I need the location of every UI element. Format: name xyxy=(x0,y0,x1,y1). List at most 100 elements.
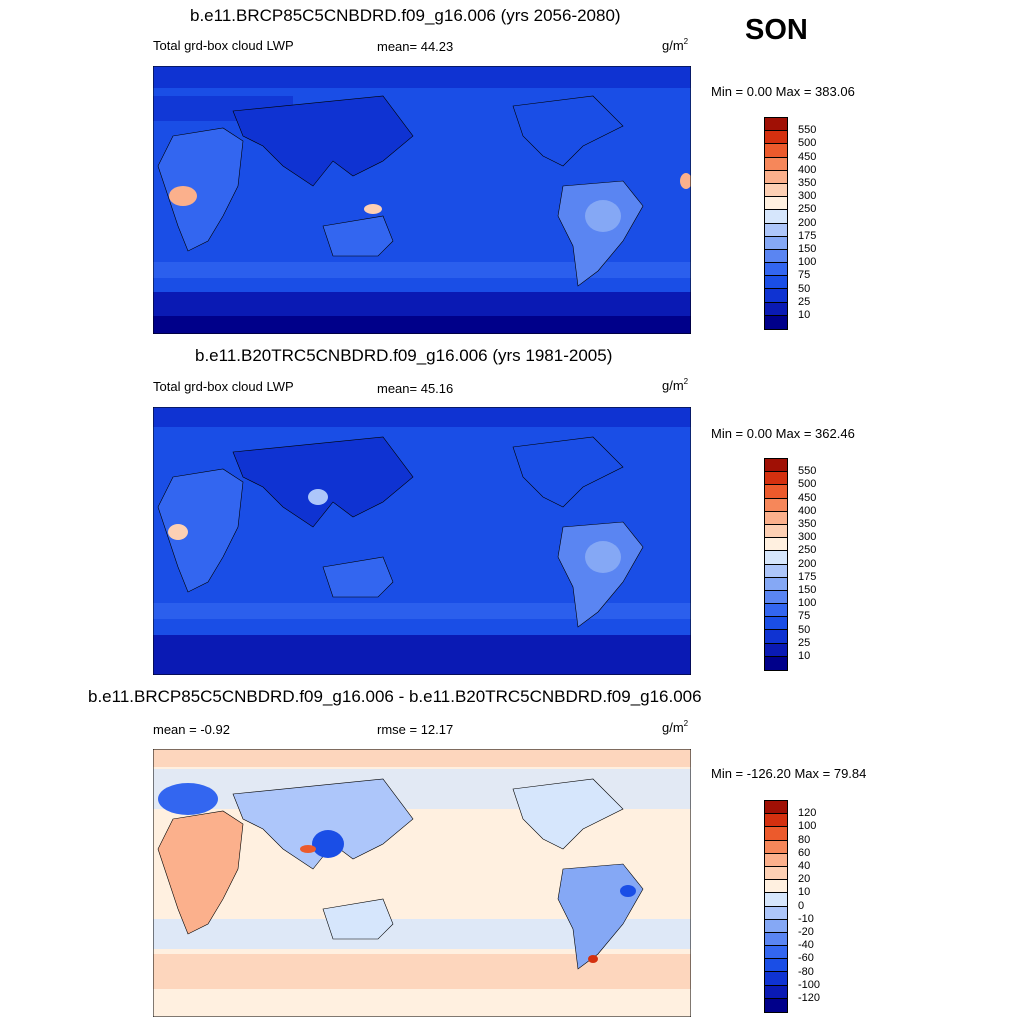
panel-3-map xyxy=(153,749,691,1017)
legend-swatch xyxy=(765,472,787,486)
panel-2-variable-label: Total grd-box cloud LWP xyxy=(153,379,294,394)
panel-3-minmax: Min = -126.20 Max = 79.84 xyxy=(711,766,867,781)
legend-level-label: 75 xyxy=(798,610,811,623)
legend-swatch xyxy=(765,998,787,1012)
legend-level-label: 200 xyxy=(798,557,817,570)
panel-3-map-svg xyxy=(153,749,691,1017)
legend-swatch xyxy=(765,157,787,171)
legend-level-label: 0 xyxy=(798,899,805,912)
panel-1-map xyxy=(153,66,691,334)
legend-swatch xyxy=(765,932,787,947)
legend-level-label: -20 xyxy=(798,926,814,938)
legend-level-label: 400 xyxy=(798,163,817,176)
legend-swatch xyxy=(765,959,787,973)
legend-level-label: 40 xyxy=(798,860,811,872)
legend-level-label: 400 xyxy=(798,504,817,517)
legend-level-label: 350 xyxy=(798,518,817,530)
legend-level-label: 550 xyxy=(798,465,817,478)
panel-1-variable-label: Total grd-box cloud LWP xyxy=(153,38,294,53)
legend-level-label: -10 xyxy=(798,912,814,925)
legend-level-label: 100 xyxy=(798,256,817,269)
panel-3-legend xyxy=(764,800,788,1013)
legend-level-label: 50 xyxy=(798,282,811,295)
legend-swatch xyxy=(765,118,787,132)
panel-2-southern-ocean-band xyxy=(153,635,691,675)
legend-swatch xyxy=(765,511,787,525)
panel-2-amazon-field xyxy=(585,541,621,573)
panel-3-north-america xyxy=(512,778,624,850)
legend-swatch xyxy=(765,564,787,578)
panel-3-legend-box xyxy=(764,800,788,1013)
legend-level-label: 550 xyxy=(798,124,817,137)
legend-swatch xyxy=(765,893,787,907)
legend-swatch xyxy=(765,853,787,867)
panel-2-map xyxy=(153,407,691,675)
panel-2-mean-label: mean= 45.16 xyxy=(377,381,454,396)
panel-1-eurasia xyxy=(232,95,414,187)
legend-level-label: 150 xyxy=(798,243,817,255)
panel-3-units: g/m2 xyxy=(662,719,689,735)
panel-3-band-arctic xyxy=(153,749,691,767)
panel-1-legend xyxy=(764,117,788,330)
legend-swatch xyxy=(765,919,787,933)
legend-swatch xyxy=(765,880,787,894)
panel-3-australia xyxy=(322,898,394,940)
panel-1-mean-label: mean= 44.23 xyxy=(377,39,454,54)
legend-swatch xyxy=(765,459,787,473)
panel-1-australia xyxy=(322,215,394,257)
legend-swatch xyxy=(765,590,787,605)
legend-level-label: 175 xyxy=(798,570,817,583)
legend-swatch xyxy=(765,249,787,264)
legend-swatch xyxy=(765,972,787,986)
legend-level-label: 75 xyxy=(798,269,811,282)
panel-1-minmax: Min = 0.00 Max = 383.06 xyxy=(711,84,855,99)
panel-1-north-america xyxy=(512,95,624,167)
panel-2-eurasia xyxy=(232,436,414,528)
panel-3-cold-brazil xyxy=(620,885,636,897)
legend-swatch xyxy=(765,183,787,198)
legend-swatch xyxy=(765,263,787,277)
legend-swatch xyxy=(765,276,787,290)
legend-level-label: 500 xyxy=(798,478,817,491)
legend-level-label: 50 xyxy=(798,623,811,636)
legend-swatch xyxy=(765,985,787,999)
legend-swatch xyxy=(765,840,787,854)
panel-2-title: b.e11.B20TRC5CNBDRD.f09_g16.006 (yrs 198… xyxy=(195,346,613,365)
panel-1-hotspot-maritime xyxy=(364,204,382,214)
legend-swatch xyxy=(765,144,787,158)
panel-2-australia xyxy=(322,556,394,598)
legend-swatch xyxy=(765,577,787,591)
legend-level-label: 450 xyxy=(798,150,817,163)
legend-swatch xyxy=(765,866,787,881)
panel-3-rmse-label: rmse = 12.17 xyxy=(377,722,454,737)
legend-swatch xyxy=(765,236,787,250)
legend-level-label: 150 xyxy=(798,584,817,596)
panel-1-units: g/m2 xyxy=(662,37,689,53)
legend-level-label: 100 xyxy=(798,597,817,610)
panel-3-warm-patagonia xyxy=(588,955,598,963)
legend-level-label: 350 xyxy=(798,177,817,189)
legend-level-label: 10 xyxy=(798,650,811,662)
legend-swatch xyxy=(765,630,787,644)
panel-3-cold-east-asia xyxy=(312,830,344,858)
legend-level-label: 250 xyxy=(798,544,817,557)
legend-swatch xyxy=(765,485,787,499)
legend-swatch xyxy=(765,302,787,316)
legend-level-label: 450 xyxy=(798,491,817,504)
legend-swatch xyxy=(765,656,787,670)
panel-3-africa xyxy=(157,810,244,935)
legend-swatch xyxy=(765,906,787,920)
panel-2-legend xyxy=(764,458,788,671)
legend-swatch xyxy=(765,210,787,224)
panel-3-warm-south-asia xyxy=(300,845,316,853)
legend-level-label: -60 xyxy=(798,952,814,965)
panel-2-hotspot-east-asia xyxy=(308,489,328,505)
legend-level-label: 25 xyxy=(798,636,811,649)
panel-2-hotspot-africa xyxy=(168,524,188,540)
legend-level-label: 60 xyxy=(798,846,811,859)
legend-swatch xyxy=(765,551,787,565)
panel-2-north-america xyxy=(512,436,624,508)
legend-swatch xyxy=(765,538,787,552)
panel-1-hotspot-east-edge xyxy=(680,173,691,189)
legend-level-label: -80 xyxy=(798,965,814,978)
